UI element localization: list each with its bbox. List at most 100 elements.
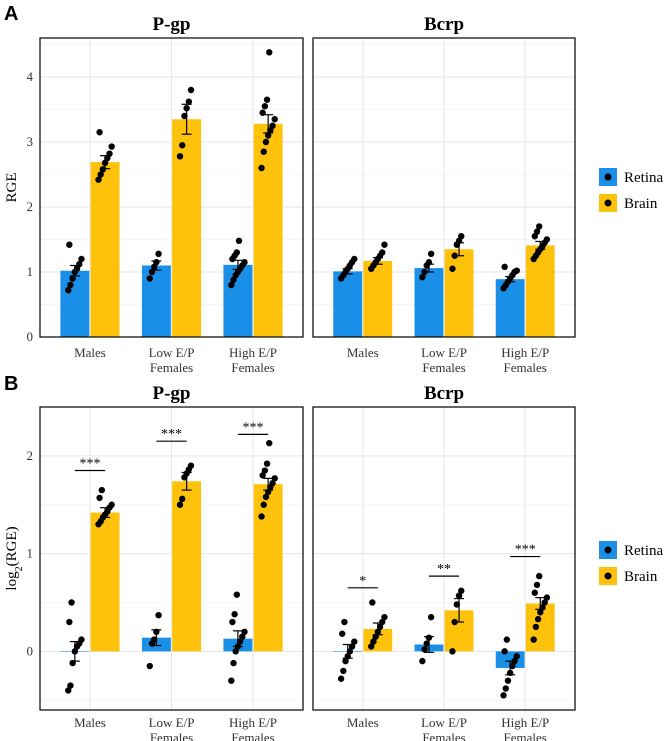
data-point xyxy=(425,634,433,641)
x-tick-label: Males xyxy=(347,345,379,360)
data-point xyxy=(425,259,433,266)
data-point xyxy=(372,633,379,640)
y-tick-label: 1 xyxy=(27,546,34,561)
x-tick-label: High E/P xyxy=(501,345,549,360)
bar xyxy=(172,481,202,652)
data-point xyxy=(453,601,461,608)
data-point xyxy=(234,643,242,650)
data-point xyxy=(458,587,465,594)
x-tick-label: High E/P xyxy=(229,715,277,730)
data-point xyxy=(379,249,386,256)
data-point xyxy=(351,638,358,645)
data-point xyxy=(258,513,265,520)
significance-label: * xyxy=(359,574,366,589)
x-tick-label: Males xyxy=(74,345,106,360)
x-tick-label: High E/P xyxy=(501,715,549,730)
data-point xyxy=(241,628,248,636)
data-point xyxy=(423,640,430,647)
data-point xyxy=(266,439,273,447)
data-point xyxy=(68,599,75,606)
data-point xyxy=(66,618,73,626)
data-point xyxy=(533,228,541,235)
data-point xyxy=(259,109,266,116)
bar xyxy=(333,271,363,337)
series-retina xyxy=(333,250,525,337)
data-point xyxy=(337,675,345,682)
data-point xyxy=(530,636,537,643)
data-point xyxy=(260,501,267,508)
data-point xyxy=(78,255,85,263)
data-point xyxy=(368,643,375,650)
data-point xyxy=(263,460,271,467)
data-point xyxy=(513,267,520,274)
data-point xyxy=(271,475,278,482)
y-axis-title-main: RGE xyxy=(4,173,20,203)
data-point xyxy=(539,604,546,611)
x-tick-label: Females xyxy=(504,730,547,741)
data-point xyxy=(535,572,543,580)
data-point xyxy=(341,618,348,626)
panel-border xyxy=(312,37,576,338)
bar xyxy=(525,245,555,337)
data-point xyxy=(346,648,354,655)
data-point xyxy=(150,636,158,643)
facet-title: P-gp xyxy=(153,14,191,35)
data-point xyxy=(153,259,160,266)
data-point xyxy=(96,494,103,502)
data-point xyxy=(239,633,246,640)
data-point xyxy=(348,643,356,650)
panel-border xyxy=(39,37,304,338)
data-point xyxy=(98,486,105,494)
data-point xyxy=(503,636,511,643)
data-point xyxy=(543,594,551,601)
legend-point xyxy=(604,572,612,580)
panel-letter: B xyxy=(4,373,18,395)
data-point xyxy=(187,462,195,469)
x-tick-label: Low E/P xyxy=(149,345,195,360)
series-brain xyxy=(90,439,283,652)
data-point xyxy=(155,611,162,619)
data-point xyxy=(535,223,543,230)
data-point xyxy=(449,648,456,655)
panel-letter: A xyxy=(4,3,18,25)
data-point xyxy=(533,581,541,589)
data-point xyxy=(99,166,107,173)
data-point xyxy=(176,153,184,160)
data-point xyxy=(537,609,544,616)
data-point xyxy=(76,261,83,268)
data-point xyxy=(230,659,237,667)
x-tick-label: Females xyxy=(150,730,193,741)
data-point xyxy=(344,653,351,660)
series-brain xyxy=(363,223,555,337)
significance-label: *** xyxy=(79,457,100,472)
legend-point xyxy=(604,546,612,554)
data-point xyxy=(108,501,115,508)
data-point xyxy=(185,98,193,105)
data-point xyxy=(263,96,271,103)
data-point xyxy=(183,105,190,112)
significance-label: *** xyxy=(515,543,536,558)
x-tick-label: Low E/P xyxy=(421,715,467,730)
data-point xyxy=(500,692,507,699)
data-point xyxy=(148,268,156,276)
data-point xyxy=(235,237,243,244)
x-tick-label: Low E/P xyxy=(149,715,195,730)
data-point xyxy=(532,623,540,631)
data-point xyxy=(179,495,186,503)
data-point xyxy=(342,657,349,665)
x-tick-label: Females xyxy=(231,730,274,741)
data-point xyxy=(78,636,85,643)
data-point xyxy=(69,275,76,282)
bar xyxy=(495,279,525,337)
legend-item-retina: Retina xyxy=(599,541,663,559)
legend-label: Brain xyxy=(624,569,658,585)
significance-label: ** xyxy=(437,562,451,577)
legend-label: Retina xyxy=(624,170,663,186)
x-tick-label: Females xyxy=(504,360,547,375)
data-point xyxy=(381,241,388,248)
bar xyxy=(172,119,202,337)
legend-point xyxy=(604,173,612,181)
